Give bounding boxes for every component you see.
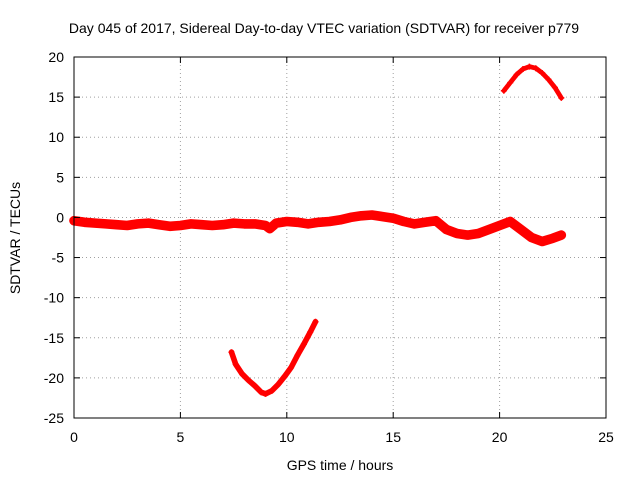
data-point [358,212,365,219]
data-point [432,217,439,224]
chart-title: Day 045 of 2017, Sidereal Day-to-day VTE… [69,20,579,36]
data-point [198,221,205,228]
data-point [539,70,546,77]
data-point [262,390,269,397]
data-point [228,349,235,356]
data-point [558,94,565,101]
data-point [312,318,319,325]
data-point [307,329,314,336]
data-point [539,238,546,245]
y-tick-label: -5 [52,250,65,266]
data-point [294,352,301,359]
grid [74,57,606,418]
data-series [69,63,567,397]
x-tick-label: 15 [385,429,401,445]
x-tick-label: 25 [598,429,614,445]
data-point [258,389,265,396]
data-point [305,220,312,227]
data-point [315,219,322,226]
data-point [454,230,461,237]
y-tick-label: 15 [48,89,64,105]
data-point [239,370,246,377]
data-point [188,220,195,227]
data-point [507,79,514,86]
data-point [390,215,397,222]
y-tick-label: 20 [48,49,64,65]
data-point [443,226,450,233]
y-tick-label: -10 [44,290,64,306]
data-point [232,361,239,368]
data-point [209,222,216,229]
data-point [294,219,301,226]
data-point [134,220,141,227]
data-point [326,218,333,225]
data-point [500,87,507,94]
data-point [145,220,152,227]
data-point [551,84,558,91]
y-tick-label: 0 [56,209,64,225]
data-point [379,213,386,220]
data-point [266,225,273,232]
data-point [475,230,482,237]
data-point [485,226,492,233]
data-point [268,387,275,394]
data-point [347,214,354,221]
y-axis-label: SDTVAR / TECUs [7,182,23,294]
data-point [507,218,514,225]
data-point [545,76,552,83]
x-tick-label: 5 [177,429,185,445]
data-point [520,66,527,73]
series-main-band [69,210,567,247]
data-point [102,220,109,227]
data-point [337,216,343,223]
data-point [411,220,418,227]
data-point [283,218,290,225]
data-point [275,381,282,388]
y-tick-label: -15 [44,330,64,346]
data-point [156,221,163,228]
data-point [288,364,295,371]
data-point [528,234,535,241]
data-point [251,220,258,227]
data-point [230,220,237,227]
data-point [517,226,524,233]
data-point [166,223,173,230]
data-point [177,222,184,229]
data-point [113,221,120,228]
data-point [368,212,375,219]
y-tick-label: 5 [56,169,64,185]
y-tick-label: 10 [48,129,64,145]
data-point [464,232,471,239]
x-tick-label: 20 [492,429,508,445]
data-point [300,341,307,348]
data-point [262,222,269,229]
data-point [549,235,556,242]
x-tick-label: 10 [279,429,295,445]
axis-ticks: 0 5 10 15 20 25 -25 -20 -15 -10 -5 0 5 10 15 20 [44,49,614,445]
x-axis-label: GPS time / hours [287,457,394,473]
data-point [219,221,226,228]
data-point [241,220,248,227]
data-point [124,222,131,229]
data-point [251,382,258,389]
data-point [92,220,99,227]
data-point [513,71,520,78]
data-point [558,232,565,239]
data-point [422,219,429,226]
data-point [526,63,533,70]
data-point [400,218,407,225]
series-negative-excursion [228,318,319,397]
y-tick-label: -25 [44,410,64,426]
data-point [496,222,503,229]
x-tick-label: 0 [70,429,78,445]
data-point [273,220,280,227]
data-point [81,219,88,226]
plot-frame [73,56,607,419]
y-tick-label: -20 [44,370,64,386]
data-point [245,377,252,384]
data-point [281,373,288,380]
data-point [532,65,539,72]
series-positive-excursion [501,64,564,101]
